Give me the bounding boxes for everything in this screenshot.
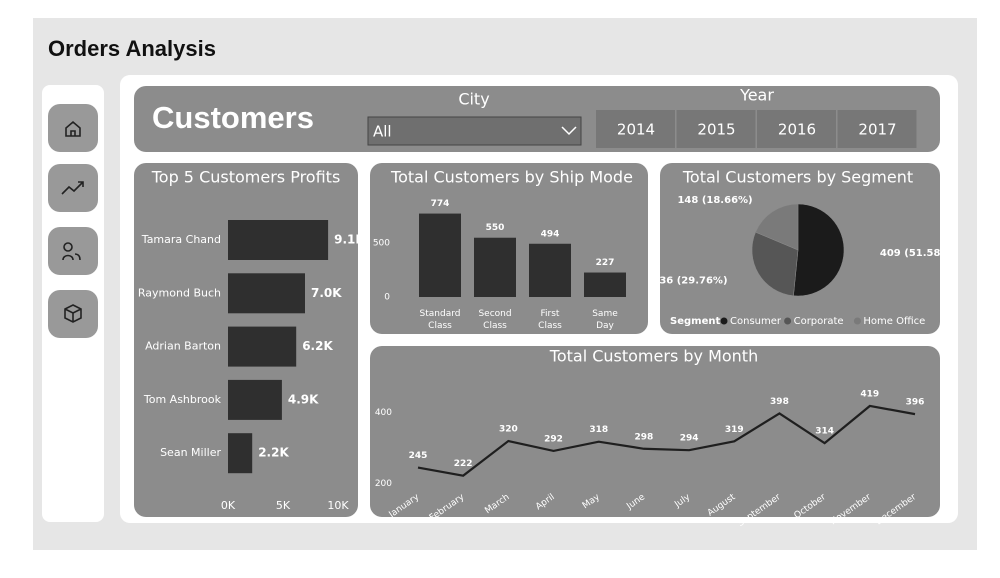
nav-customers[interactable] — [48, 227, 98, 275]
x-tick-label: 0K — [221, 499, 236, 512]
bar — [529, 243, 571, 297]
city-dropdown[interactable] — [367, 116, 582, 146]
nav-buttons — [48, 104, 98, 338]
x-tick-label: 10K — [327, 499, 349, 512]
city-label: City — [458, 90, 489, 109]
pie-slice — [751, 231, 799, 297]
bar — [228, 220, 329, 260]
legend-marker — [784, 317, 792, 325]
year-option: 2016 — [778, 121, 816, 139]
y-tick-label: 200 — [375, 479, 392, 489]
chart-title: Top 5 Customers Profits — [151, 168, 341, 187]
x-tick-word: Standard — [420, 309, 461, 319]
bar — [474, 237, 516, 297]
city-value: All — [373, 123, 392, 141]
home-icon — [65, 120, 81, 137]
data-label: 409 (51.58%) — [880, 248, 955, 259]
legend-label: Home Office — [863, 316, 925, 327]
data-label: 148 (18.66%) — [677, 195, 752, 206]
x-tick-word: Class — [483, 321, 507, 331]
people-icon — [62, 253, 81, 261]
trend-icon — [61, 181, 84, 195]
x-tick-word: Second — [478, 309, 511, 319]
x-tick-word: Same — [592, 309, 618, 319]
y-tick-label: 400 — [375, 408, 392, 418]
x-tick-label: Second Class — [478, 309, 511, 331]
bar — [228, 379, 282, 420]
data-label: 319 — [725, 425, 744, 435]
x-tick-label: Standard Class — [420, 309, 461, 331]
data-label: 298 — [635, 432, 654, 442]
line — [417, 404, 916, 477]
data-label: 396 — [906, 398, 925, 408]
page-title: Customers — [152, 100, 314, 135]
people-icon-head — [63, 242, 73, 252]
legend-label: Corporate — [794, 316, 844, 327]
bar — [584, 272, 626, 297]
y-tick-label: Tamara Chand — [141, 233, 221, 246]
x-tick-label: Same Day — [592, 309, 618, 331]
chart-title: Total Customers by Ship Mode — [390, 168, 633, 187]
data-label: 320 — [499, 425, 518, 435]
x-tick-word: Class — [428, 321, 452, 331]
y-tick-label: Raymond Buch — [138, 286, 221, 299]
legend-label: Consumer — [730, 316, 782, 327]
data-label: 6.2K — [302, 339, 333, 353]
y-tick-label: Adrian Barton — [145, 340, 221, 353]
app-title: Orders Analysis — [48, 36, 216, 61]
year-option: 2014 — [617, 121, 655, 139]
nav-trend[interactable] — [48, 164, 98, 212]
data-label: 398 — [770, 397, 789, 407]
legend-marker — [720, 317, 728, 325]
x-tick-word: Day — [596, 321, 614, 331]
data-label: 222 — [454, 459, 473, 469]
data-label: 7.0K — [311, 286, 342, 300]
year-button[interactable] — [757, 110, 836, 148]
data-label: 550 — [486, 223, 505, 233]
y-tick-label: Tom Ashbrook — [143, 393, 222, 406]
bar — [228, 273, 305, 314]
chart-title: Total Customers by Month — [549, 347, 758, 366]
chart-title: Total Customers by Segment — [682, 168, 913, 187]
x-tick-word: First — [541, 309, 560, 319]
box-icon — [64, 304, 82, 323]
dropdown-arrow — [561, 126, 577, 136]
data-label: 494 — [541, 229, 560, 239]
y-tick-label: 0 — [384, 293, 390, 303]
data-label: 314 — [815, 427, 834, 437]
data-label: 294 — [680, 434, 699, 444]
data-label: 318 — [589, 425, 608, 435]
data-label: 2.2K — [258, 446, 289, 460]
bar — [228, 326, 297, 367]
data-label: 292 — [544, 434, 563, 444]
year-option: 2015 — [697, 121, 735, 139]
x-tick-word: Class — [538, 321, 562, 331]
x-tick-label: 5K — [276, 499, 291, 512]
y-tick-label: 500 — [373, 239, 390, 249]
legend-marker — [853, 317, 861, 325]
year-label: Year — [739, 86, 774, 105]
nav-home[interactable] — [48, 104, 98, 152]
year-button[interactable] — [676, 110, 756, 148]
data-label: 774 — [431, 199, 450, 209]
data-label: 9.1K — [334, 233, 365, 247]
year-button[interactable] — [837, 110, 917, 148]
bar — [228, 433, 253, 474]
data-label: 227 — [596, 258, 615, 268]
legend-title: Segment — [670, 316, 720, 327]
x-tick-label: First Class — [538, 309, 562, 331]
data-label: 419 — [860, 389, 879, 399]
data-label: 4.9K — [288, 392, 319, 406]
y-tick-label: Sean Miller — [160, 446, 221, 459]
pie-slice — [793, 203, 845, 297]
bar — [419, 213, 461, 297]
pie-slice — [755, 203, 799, 251]
data-label: 245 — [409, 451, 428, 461]
year-button[interactable] — [596, 110, 675, 148]
year-option: 2017 — [858, 121, 896, 139]
data-label: 236 (29.76%) — [652, 276, 727, 287]
panel — [370, 346, 940, 517]
